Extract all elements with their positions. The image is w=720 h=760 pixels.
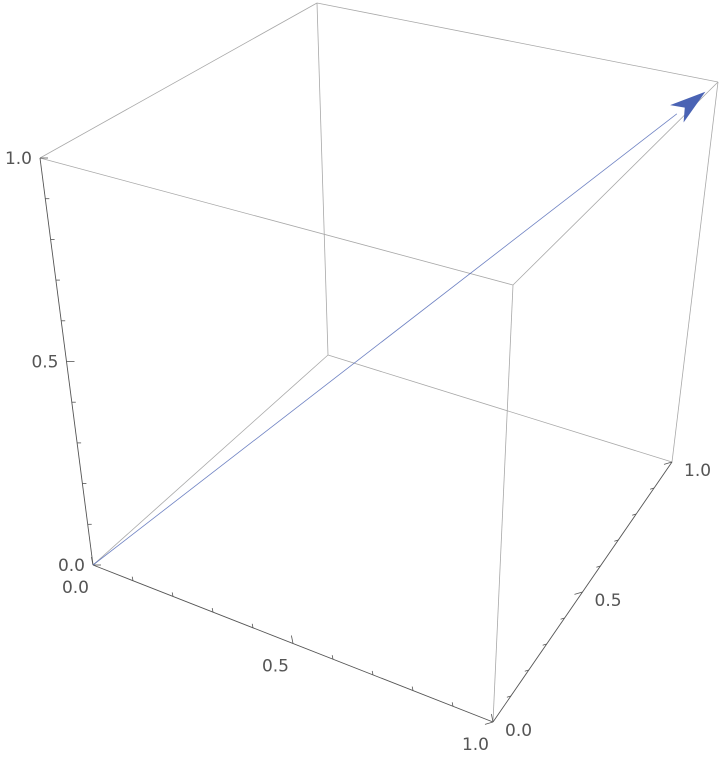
z-tick-label: 0.5 [31,353,58,373]
x-tick [411,686,414,691]
y-tick [506,695,512,698]
box-edge [327,354,673,463]
box-edge [492,284,514,723]
y-tick [484,721,494,725]
y-tick [614,539,619,542]
arrow-head [670,91,706,123]
y-tick [596,565,601,568]
x-tick [251,623,254,628]
bounding-box [39,2,719,723]
box-edge [39,2,318,159]
x-tick [291,635,294,644]
x-tick [371,670,374,675]
x-tick-label: 0.5 [262,657,289,677]
y-tick [663,461,673,465]
x-tick [331,655,334,660]
box-edge [512,81,719,286]
box-edge [671,81,719,463]
y-tick [560,617,565,620]
y-tick-label: 0.0 [505,721,532,741]
y-tick [649,487,655,490]
x-tick-label: 0.0 [62,578,89,598]
z-tick-label: 1.0 [5,149,32,169]
x-tick [211,608,214,613]
y-tick-label: 0.5 [595,591,622,611]
y-tick [574,591,583,595]
axes: 0.0 0.5 1.0 0.0 0.5 1.0 0.0 0.5 1.0 [5,149,711,755]
y-tick [632,513,637,516]
x-tick [451,702,454,707]
x-tick-label: 1.0 [462,735,489,755]
x-tick [91,556,94,566]
z-tick-label: 0.0 [58,556,85,576]
y-tick-label: 1.0 [684,461,711,481]
x-tick [491,713,494,723]
box-edge [316,2,329,356]
x-tick [171,592,174,597]
y-tick [542,643,547,646]
y-tick [524,669,529,672]
box-edge [92,354,329,566]
box-edge [39,157,514,286]
x-tick [131,576,134,581]
box-edge [316,2,719,83]
arrow-shaft [92,113,678,566]
arrow-series [92,91,706,566]
